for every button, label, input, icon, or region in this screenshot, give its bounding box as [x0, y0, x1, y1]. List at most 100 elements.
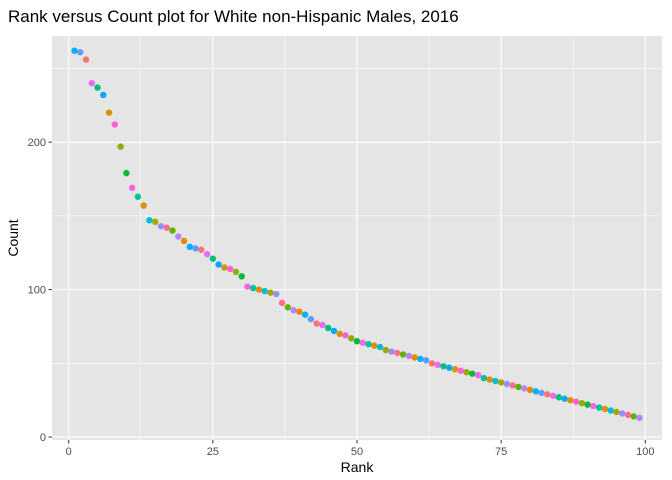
data-point — [463, 368, 470, 376]
data-point — [180, 237, 188, 245]
data-point — [221, 264, 228, 271]
data-point — [538, 389, 545, 397]
data-point — [238, 273, 245, 280]
data-point — [365, 340, 372, 348]
data-point — [572, 398, 580, 405]
x-axis-title: Rank — [341, 459, 375, 475]
data-point — [244, 283, 251, 290]
data-point — [584, 401, 591, 408]
data-point — [255, 286, 263, 293]
data-point — [100, 91, 107, 99]
data-point — [198, 246, 205, 253]
chart-title: Rank versus Count plot for White non-His… — [8, 7, 459, 26]
data-point — [428, 360, 436, 367]
data-point — [296, 308, 303, 315]
data-point — [336, 330, 343, 338]
data-point — [175, 233, 182, 240]
data-point — [157, 223, 165, 230]
y-tick-label: 0 — [40, 432, 46, 444]
data-point — [607, 407, 614, 414]
data-point — [82, 56, 90, 63]
data-point — [359, 339, 366, 346]
data-point — [226, 265, 234, 273]
data-point — [71, 47, 78, 54]
data-point — [590, 402, 597, 410]
data-points — [71, 47, 643, 422]
data-point — [376, 343, 384, 351]
data-point — [405, 352, 413, 360]
data-point — [619, 410, 626, 417]
data-point — [457, 367, 464, 374]
data-point — [273, 290, 280, 298]
data-point — [140, 202, 147, 209]
data-point — [353, 338, 361, 345]
data-point — [163, 224, 170, 231]
data-point — [451, 366, 459, 373]
y-tick-label: 100 — [28, 285, 46, 297]
data-point — [267, 289, 274, 296]
data-point — [469, 370, 476, 377]
data-point — [417, 355, 424, 363]
data-point — [486, 376, 493, 383]
data-point — [209, 255, 217, 262]
x-tick-label: 50 — [351, 446, 363, 458]
data-point — [324, 324, 332, 332]
data-point — [128, 184, 136, 192]
data-point — [278, 299, 286, 307]
data-point — [555, 394, 562, 401]
x-axis-ticks: 0 25 50 75 100 — [66, 440, 654, 458]
data-point — [330, 327, 338, 335]
grid-major — [52, 36, 662, 440]
x-tick-label: 25 — [207, 446, 219, 458]
data-point — [474, 371, 482, 379]
data-point — [105, 109, 113, 116]
data-point — [261, 287, 268, 295]
data-point — [480, 374, 488, 382]
data-point — [232, 268, 240, 276]
data-point — [250, 284, 257, 292]
data-point — [561, 395, 568, 402]
data-point — [630, 413, 637, 420]
y-axis-title: Count — [5, 219, 21, 256]
data-point — [313, 320, 320, 327]
y-axis-ticks: 0 100 200 — [28, 137, 52, 444]
data-point — [111, 121, 119, 128]
data-point — [399, 351, 407, 358]
data-point — [422, 357, 430, 364]
data-point — [515, 383, 522, 391]
y-tick-label: 200 — [28, 137, 46, 149]
data-point — [348, 335, 355, 342]
data-point — [152, 218, 159, 225]
data-point — [549, 392, 557, 399]
data-point — [169, 227, 176, 234]
data-point — [342, 332, 349, 339]
x-tick-label: 100 — [636, 446, 654, 458]
x-tick-label: 75 — [495, 446, 507, 458]
data-point — [492, 377, 499, 385]
data-point — [601, 405, 609, 413]
data-point — [411, 354, 418, 361]
data-point — [319, 321, 326, 329]
x-tick-label: 0 — [66, 446, 72, 458]
data-point — [301, 311, 309, 318]
data-point — [595, 404, 603, 411]
data-point — [434, 361, 441, 369]
data-point — [290, 307, 297, 314]
data-point — [94, 84, 101, 91]
data-point — [146, 217, 153, 224]
data-point — [567, 396, 574, 404]
data-point — [446, 364, 453, 371]
data-point — [371, 342, 378, 349]
data-point — [215, 261, 222, 268]
data-point — [532, 388, 539, 395]
data-point — [77, 49, 84, 56]
data-point — [613, 408, 620, 416]
data-point — [123, 169, 130, 177]
data-point — [521, 385, 528, 392]
data-point — [382, 346, 390, 354]
data-point — [192, 245, 199, 252]
data-point — [544, 391, 551, 398]
data-point — [503, 380, 511, 388]
data-point — [440, 363, 447, 370]
